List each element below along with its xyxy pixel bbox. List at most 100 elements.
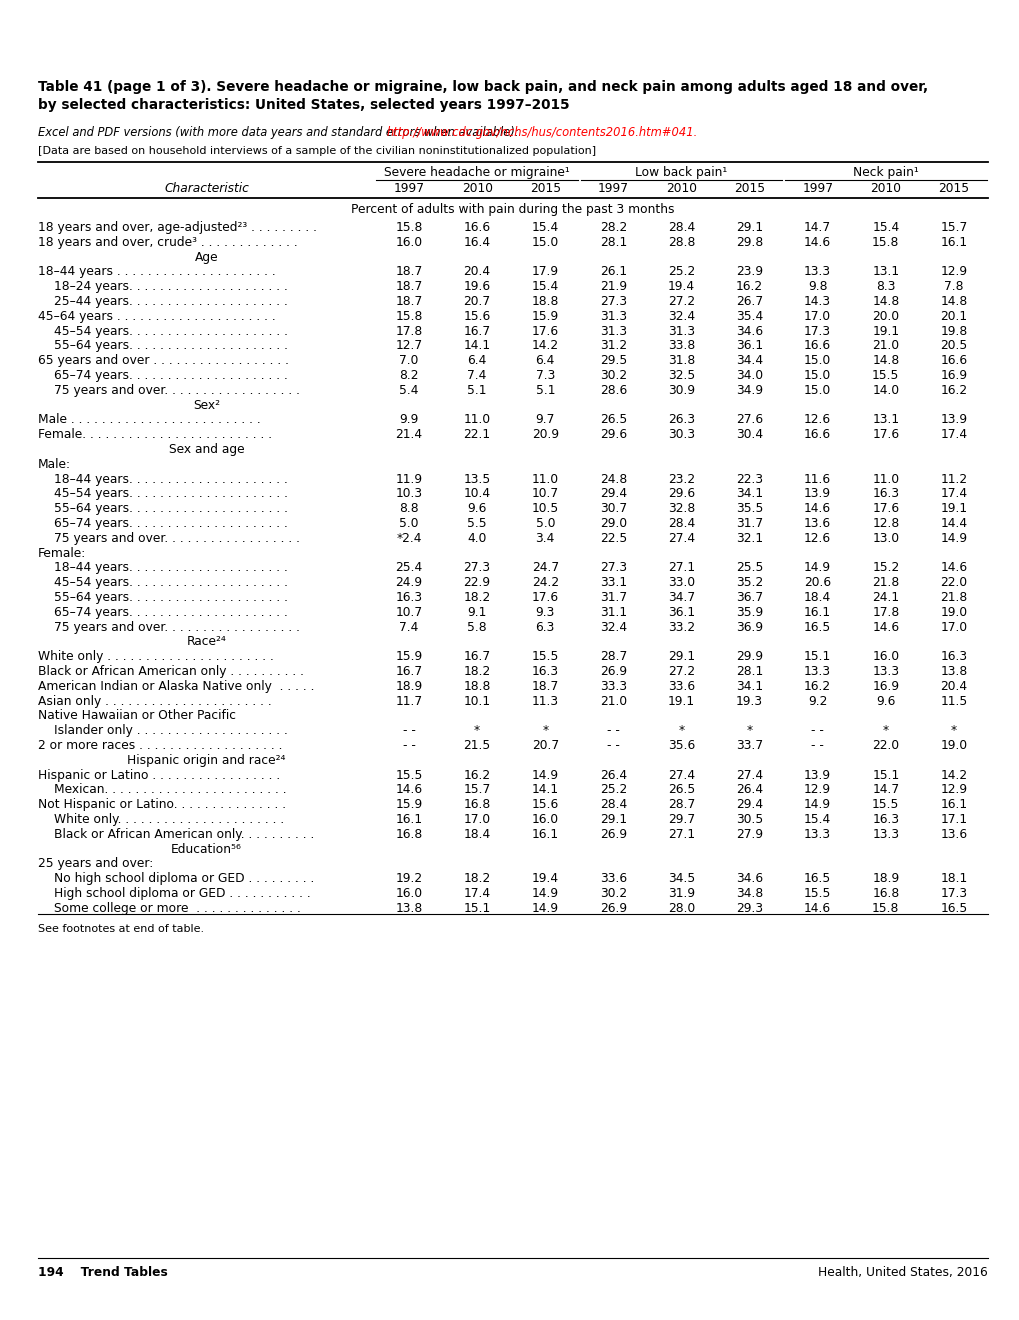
Text: 34.6: 34.6 bbox=[736, 873, 762, 886]
Text: 18–44 years . . . . . . . . . . . . . . . . . . . . .: 18–44 years . . . . . . . . . . . . . . … bbox=[38, 265, 275, 279]
Text: 7.8: 7.8 bbox=[944, 280, 963, 293]
Text: 2015: 2015 bbox=[734, 182, 764, 195]
Text: 15.1: 15.1 bbox=[463, 902, 490, 915]
Text: 19.2: 19.2 bbox=[395, 873, 422, 886]
Text: 31.2: 31.2 bbox=[599, 339, 627, 352]
Text: 28.7: 28.7 bbox=[667, 799, 694, 812]
Text: Female:: Female: bbox=[38, 546, 87, 560]
Text: 27.9: 27.9 bbox=[736, 828, 762, 841]
Text: 33.6: 33.6 bbox=[599, 873, 627, 886]
Text: *2.4: *2.4 bbox=[396, 532, 422, 545]
Text: 16.8: 16.8 bbox=[871, 887, 899, 900]
Text: 18 years and over, crude³ . . . . . . . . . . . . .: 18 years and over, crude³ . . . . . . . … bbox=[38, 236, 298, 248]
Text: 9.2: 9.2 bbox=[807, 694, 826, 708]
Text: 1997: 1997 bbox=[801, 182, 833, 195]
Text: 17.4: 17.4 bbox=[940, 428, 967, 441]
Text: 13.9: 13.9 bbox=[940, 413, 967, 426]
Text: 18.7: 18.7 bbox=[395, 280, 422, 293]
Text: 75 years and over. . . . . . . . . . . . . . . . . .: 75 years and over. . . . . . . . . . . .… bbox=[54, 384, 300, 397]
Text: 34.1: 34.1 bbox=[736, 680, 762, 693]
Text: 32.5: 32.5 bbox=[667, 370, 694, 381]
Text: 13.9: 13.9 bbox=[803, 768, 830, 781]
Text: Neck pain¹: Neck pain¹ bbox=[852, 166, 918, 180]
Text: Islander only . . . . . . . . . . . . . . . . . . . .: Islander only . . . . . . . . . . . . . … bbox=[54, 725, 287, 737]
Text: 55–64 years. . . . . . . . . . . . . . . . . . . . .: 55–64 years. . . . . . . . . . . . . . .… bbox=[54, 502, 287, 515]
Text: 14.3: 14.3 bbox=[803, 294, 830, 308]
Text: 17.6: 17.6 bbox=[531, 325, 558, 338]
Text: 12.7: 12.7 bbox=[395, 339, 422, 352]
Text: 15.5: 15.5 bbox=[531, 651, 558, 663]
Text: 5.1: 5.1 bbox=[467, 384, 486, 397]
Text: Male:: Male: bbox=[38, 458, 71, 471]
Text: 13.6: 13.6 bbox=[803, 517, 830, 531]
Text: 16.0: 16.0 bbox=[395, 236, 422, 248]
Text: 17.6: 17.6 bbox=[531, 591, 558, 605]
Text: 31.9: 31.9 bbox=[667, 887, 694, 900]
Text: 29.8: 29.8 bbox=[736, 236, 762, 248]
Text: 65–74 years. . . . . . . . . . . . . . . . . . . . .: 65–74 years. . . . . . . . . . . . . . .… bbox=[54, 517, 287, 531]
Text: 21.8: 21.8 bbox=[871, 577, 899, 589]
Text: 19.3: 19.3 bbox=[736, 694, 762, 708]
Text: 13.1: 13.1 bbox=[871, 413, 899, 426]
Text: 28.6: 28.6 bbox=[599, 384, 627, 397]
Text: 29.0: 29.0 bbox=[599, 517, 627, 531]
Text: 19.1: 19.1 bbox=[940, 502, 967, 515]
Text: Sex and age: Sex and age bbox=[168, 444, 245, 455]
Text: 16.4: 16.4 bbox=[464, 236, 490, 248]
Text: 28.4: 28.4 bbox=[667, 220, 694, 234]
Text: 16.2: 16.2 bbox=[803, 680, 830, 693]
Text: 17.6: 17.6 bbox=[871, 428, 899, 441]
Text: 14.9: 14.9 bbox=[803, 561, 830, 574]
Text: 21.0: 21.0 bbox=[599, 694, 627, 708]
Text: 18 years and over, age-adjusted²³ . . . . . . . . .: 18 years and over, age-adjusted²³ . . . … bbox=[38, 220, 317, 234]
Text: 22.9: 22.9 bbox=[464, 577, 490, 589]
Text: http://www.cdc.gov/nchs/hus/contents2016.htm#041.: http://www.cdc.gov/nchs/hus/contents2016… bbox=[386, 125, 697, 139]
Text: Percent of adults with pain during the past 3 months: Percent of adults with pain during the p… bbox=[351, 203, 675, 216]
Text: Table 41 (page 1 of 3). Severe headache or migraine, low back pain, and neck pai: Table 41 (page 1 of 3). Severe headache … bbox=[38, 81, 927, 94]
Text: 30.2: 30.2 bbox=[599, 370, 627, 381]
Text: 18.8: 18.8 bbox=[531, 294, 558, 308]
Text: 30.9: 30.9 bbox=[667, 384, 694, 397]
Text: 9.7: 9.7 bbox=[535, 413, 554, 426]
Text: 5.0: 5.0 bbox=[398, 517, 419, 531]
Text: 28.2: 28.2 bbox=[599, 220, 627, 234]
Text: 26.7: 26.7 bbox=[736, 294, 762, 308]
Text: 11.2: 11.2 bbox=[940, 473, 967, 486]
Text: Black or African American only. . . . . . . . . .: Black or African American only. . . . . … bbox=[54, 828, 314, 841]
Text: 20.9: 20.9 bbox=[531, 428, 558, 441]
Text: 12.6: 12.6 bbox=[803, 532, 830, 545]
Text: Severe headache or migraine¹: Severe headache or migraine¹ bbox=[384, 166, 570, 180]
Text: 3.4: 3.4 bbox=[535, 532, 554, 545]
Text: 14.6: 14.6 bbox=[940, 561, 967, 574]
Text: Race²⁴: Race²⁴ bbox=[186, 635, 226, 648]
Text: 10.3: 10.3 bbox=[395, 487, 422, 500]
Text: 16.3: 16.3 bbox=[871, 813, 899, 826]
Text: 18.2: 18.2 bbox=[463, 591, 490, 605]
Text: 15.4: 15.4 bbox=[531, 220, 558, 234]
Text: 6.4: 6.4 bbox=[467, 354, 486, 367]
Text: 5.1: 5.1 bbox=[535, 384, 554, 397]
Text: Low back pain¹: Low back pain¹ bbox=[635, 166, 727, 180]
Text: 16.6: 16.6 bbox=[803, 339, 830, 352]
Text: 17.9: 17.9 bbox=[531, 265, 558, 279]
Text: 6.3: 6.3 bbox=[535, 620, 554, 634]
Text: 12.9: 12.9 bbox=[940, 265, 967, 279]
Text: *: * bbox=[881, 725, 888, 737]
Text: 21.4: 21.4 bbox=[395, 428, 422, 441]
Text: 7.0: 7.0 bbox=[399, 354, 419, 367]
Text: 15.9: 15.9 bbox=[531, 310, 558, 323]
Text: 19.1: 19.1 bbox=[871, 325, 899, 338]
Text: 28.4: 28.4 bbox=[667, 517, 694, 531]
Text: 16.3: 16.3 bbox=[940, 651, 967, 663]
Text: 33.6: 33.6 bbox=[667, 680, 694, 693]
Text: 15.0: 15.0 bbox=[531, 236, 558, 248]
Text: 17.8: 17.8 bbox=[395, 325, 422, 338]
Text: 29.4: 29.4 bbox=[599, 487, 627, 500]
Text: 20.7: 20.7 bbox=[464, 294, 490, 308]
Text: 16.6: 16.6 bbox=[940, 354, 967, 367]
Text: 16.7: 16.7 bbox=[464, 325, 490, 338]
Text: 27.3: 27.3 bbox=[599, 561, 627, 574]
Text: *: * bbox=[474, 725, 480, 737]
Text: 18.9: 18.9 bbox=[871, 873, 899, 886]
Text: 9.3: 9.3 bbox=[535, 606, 554, 619]
